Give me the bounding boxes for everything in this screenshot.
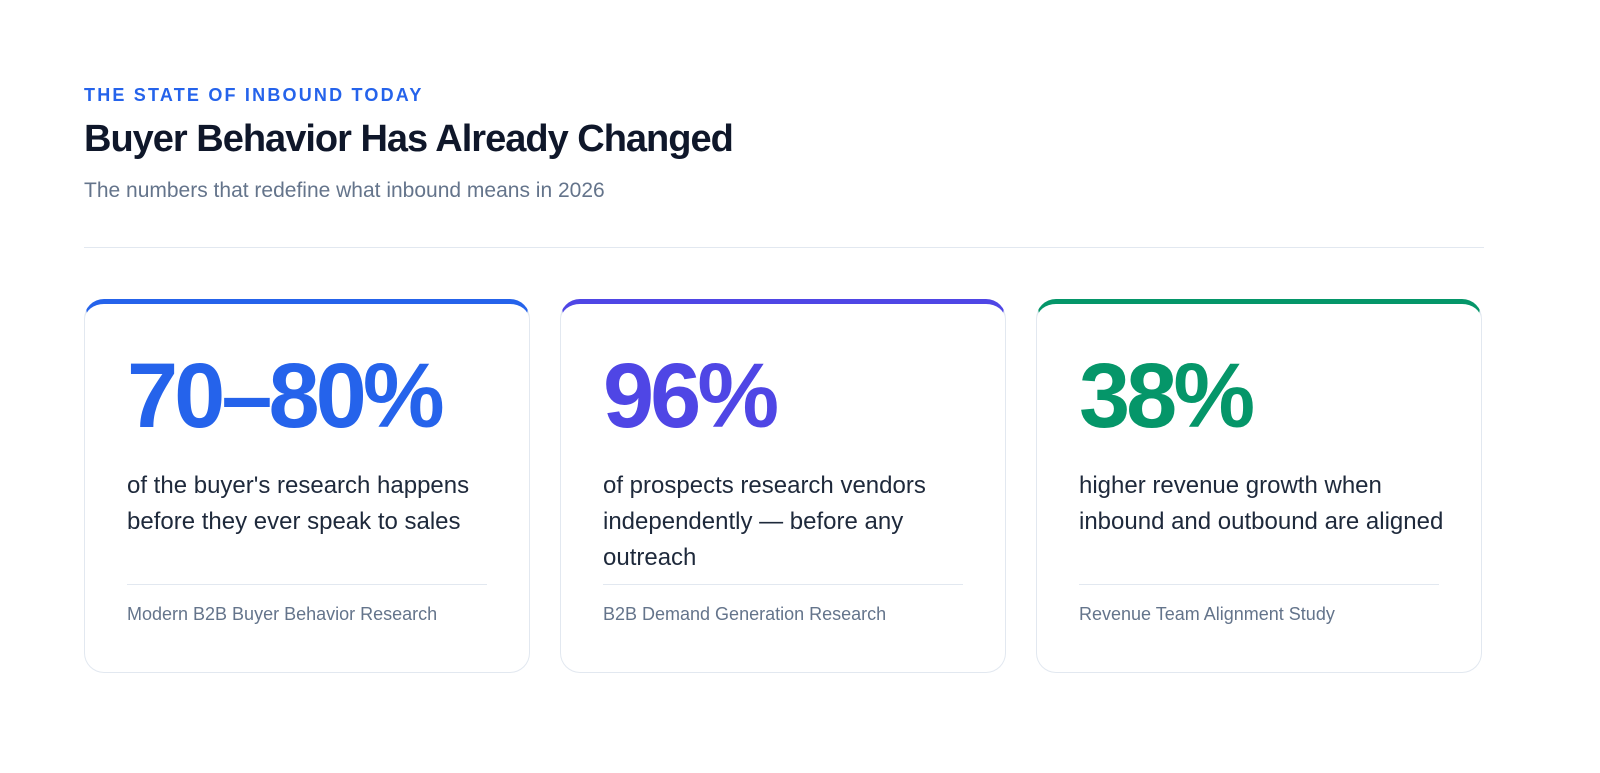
stat-value: 96% <box>603 345 779 447</box>
subtitle: The numbers that redefine what inbound m… <box>84 179 605 202</box>
stat-source: Modern B2B Buyer Behavior Research <box>127 604 438 624</box>
eyebrow: THE STATE OF INBOUND TODAY <box>84 85 424 105</box>
divider <box>84 247 1484 248</box>
stat-source: B2B Demand Generation Research <box>603 604 887 624</box>
stat-card: 70–80% of the buyer's research happens be… <box>84 299 530 673</box>
stat-value: 38% <box>1079 345 1255 447</box>
stat-source: Revenue Team Alignment Study <box>1079 604 1335 624</box>
card-row: 70–80% of the buyer's research happens be… <box>84 299 1482 673</box>
stat-value: 70–80% <box>127 345 445 447</box>
stat-description: higher revenue growth when inbound and o… <box>1079 472 1444 535</box>
card-divider <box>127 584 487 585</box>
title: Buyer Behavior Has Already Changed <box>84 118 734 160</box>
card-divider <box>1079 584 1439 585</box>
stat-description: of prospects research vendors independen… <box>603 472 926 571</box>
stat-card: 96% of prospects research vendors indepen… <box>560 299 1006 673</box>
stat-description: of the buyer's research happens before t… <box>127 472 470 535</box>
card-divider <box>603 584 963 585</box>
stat-card: 38% higher revenue growth when inbound an… <box>1036 299 1482 673</box>
